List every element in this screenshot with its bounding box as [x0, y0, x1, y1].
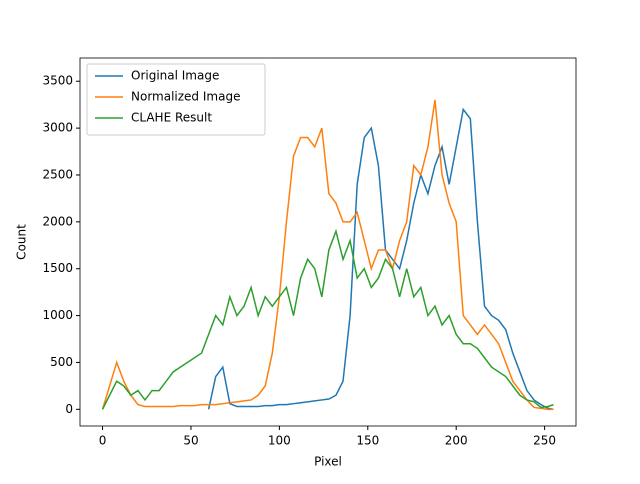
y-tick-label: 0: [65, 402, 73, 416]
y-tick-label: 3000: [42, 121, 73, 135]
y-tick-label: 500: [50, 355, 73, 369]
x-tick-label: 150: [356, 434, 379, 448]
y-tick-label: 3500: [42, 74, 73, 88]
x-tick-label: 100: [268, 434, 291, 448]
legend-label: Normalized Image: [131, 90, 240, 104]
data-line: [207, 107, 554, 411]
legend-box: [86, 63, 266, 136]
data-line: [101, 228, 554, 410]
x-tick-label: 50: [183, 434, 198, 448]
x-tick-label: 0: [99, 434, 107, 448]
legend-label: CLAHE Result: [131, 111, 212, 125]
legend-label: Original Image: [131, 69, 219, 83]
x-axis-label: Pixel: [314, 455, 342, 469]
plot-frame: [79, 57, 577, 427]
x-tick-label: 250: [533, 434, 556, 448]
y-axis-label: Count: [15, 224, 29, 260]
y-tick-label: 2000: [42, 214, 73, 228]
y-tick-label: 2500: [42, 167, 73, 181]
y-tick-label: 1500: [42, 261, 73, 275]
data-line: [101, 99, 554, 411]
x-tick-label: 200: [445, 434, 468, 448]
y-tick-label: 1000: [42, 308, 73, 322]
